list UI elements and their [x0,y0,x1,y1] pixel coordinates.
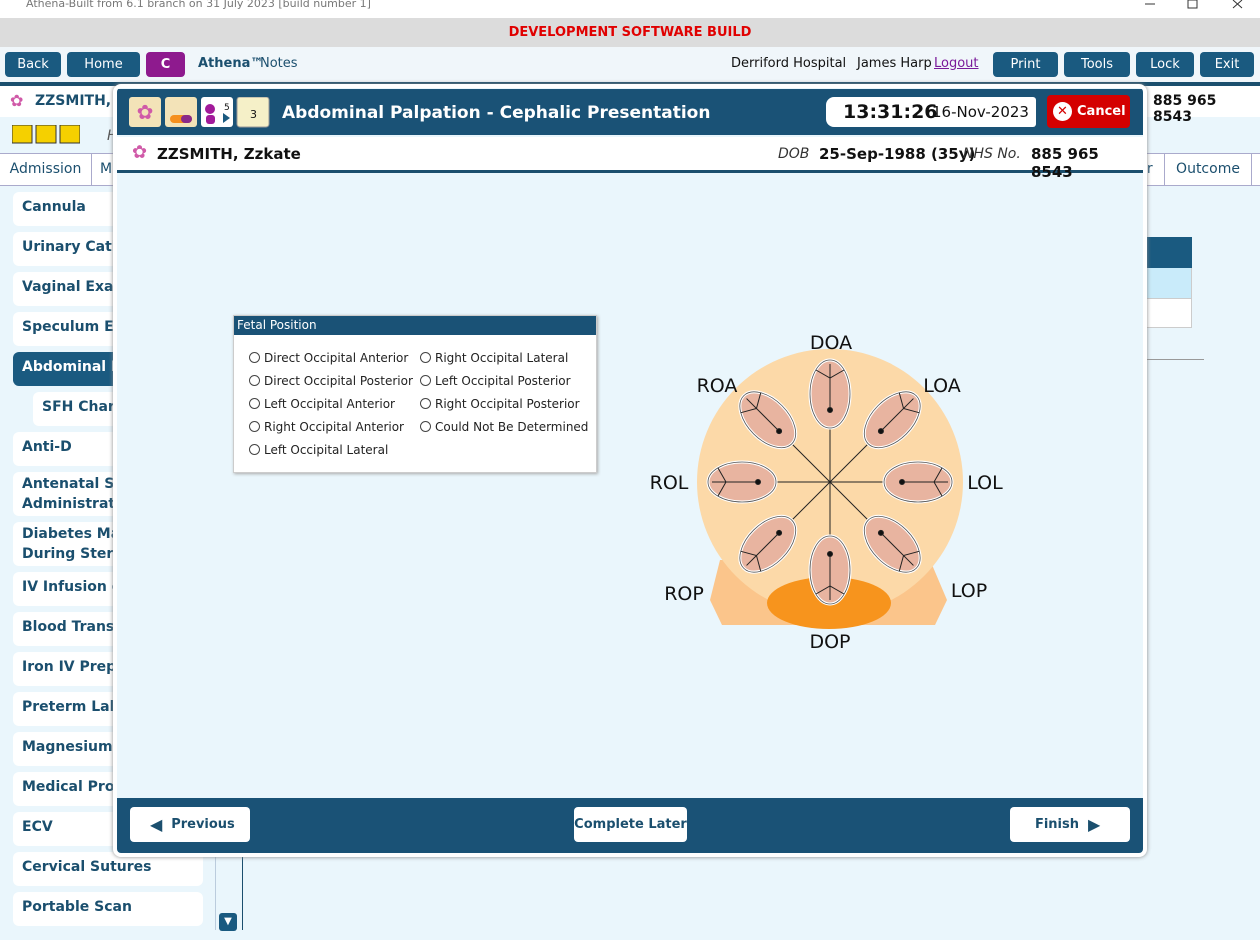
panel-title: Fetal Position [234,316,596,335]
clock: 13:31:26 16-Nov-2023 [826,97,1036,127]
radio-option[interactable]: Direct Occipital Posterior [249,374,413,388]
window-title-bar: Athena-Built from 6.1 branch on 31 July … [0,0,1260,18]
app-name: Athena™ [198,56,264,71]
radio-option[interactable]: Right Occipital Lateral [420,351,568,365]
patient-name: ZZSMITH, Z [35,93,127,109]
complete-later-button[interactable]: Complete Later [574,807,687,842]
radio-option[interactable]: Right Occipital Posterior [420,397,580,411]
fetal-head [829,481,922,574]
tab[interactable]: Outcome [1165,153,1252,186]
finish-label: Finish [1034,817,1080,832]
label-rop: ROP [664,583,704,605]
fetal-head [738,390,831,483]
home-button[interactable]: Home [67,52,140,77]
tab[interactable]: Admission [0,153,92,186]
icon-badge: 3 [250,108,257,121]
radio-option[interactable]: Right Occipital Anterior [249,420,404,434]
radio-option[interactable]: Left Occipital Anterior [249,397,395,411]
radio-option[interactable]: Could Not Be Determined [420,420,588,434]
nhs-number: 885 965 8543 [1031,145,1099,181]
label-loa: LOA [923,375,961,397]
status-icons [12,125,80,144]
finish-button[interactable]: Finish ▶ [1010,807,1130,842]
fetal-head [738,481,831,574]
lock-button[interactable]: Lock [1136,52,1194,77]
dialog: ✿ 5 3 Abdominal Palpation - Cephalic Pre… [113,84,1147,857]
label-lol: LOL [967,472,1003,494]
label-dop: DOP [809,631,850,653]
date: 16-Nov-2023 [932,103,1029,121]
c-button[interactable]: C [146,52,185,77]
tab[interactable]: M [100,161,113,177]
cancel-button[interactable]: ✕ Cancel [1047,95,1130,128]
label-rol: ROL [650,472,689,494]
flower-icon: ✿ [10,91,24,110]
hospital: Derriford Hospital [731,56,847,71]
radio-option[interactable]: Left Occipital Lateral [249,443,388,457]
user: James Harp [857,56,932,71]
nhs-label: NHS No. [963,146,1021,162]
menu-item[interactable]: Portable Scan [13,892,203,926]
previous-label: Previous [171,817,235,832]
bg-table-row [1140,268,1192,298]
sub-header: H [107,128,118,144]
menu-item[interactable]: Cervical Sutures [13,852,203,886]
dob: 25-Sep-1988 (35y) [819,145,976,163]
label-doa: DOA [810,332,852,354]
patient-name: ZZSMITH, Zzkate [157,145,301,163]
radio-option[interactable]: Left Occipital Posterior [420,374,571,388]
scroll-down[interactable]: ▼ [219,913,237,931]
icon-badge: 5 [224,103,230,113]
dob-label: DOB [778,146,810,162]
label-roa: ROA [697,375,738,397]
window-title: Athena-Built from 6.1 branch on 31 July … [26,0,371,10]
dialog-title: Abdominal Palpation - Cephalic Presentat… [282,103,711,123]
dialog-icons: ✿ 5 3 [129,97,270,128]
svg-text:✿: ✿ [137,100,154,124]
tools-button[interactable]: Tools [1064,52,1130,77]
previous-button[interactable]: ◀ Previous [130,807,250,842]
bg-line [1140,359,1204,360]
fetal-head [829,390,922,483]
fetal-head [830,460,954,504]
fetal-position-panel: Fetal Position Direct Occipital Anterior… [233,315,597,473]
app-section: Notes [260,56,298,71]
back-button[interactable]: Back [5,52,61,77]
fetal-head [706,460,830,504]
patient-nhs: 885 965 8543 [1153,93,1217,125]
dev-banner: DEVELOPMENT SOFTWARE BUILD [0,18,1260,47]
fetal-head [808,358,852,482]
window-controls[interactable] [1140,0,1260,18]
fetal-diagram: DOA ROA LOA ROL LOL ROP LOP DOP [650,332,1004,653]
logout-link[interactable]: Logout [934,56,979,71]
bg-table-header [1140,237,1192,268]
time: 13:31:26 [843,101,938,123]
label-lop: LOP [951,580,987,602]
print-button[interactable]: Print [993,52,1058,77]
radio-option[interactable]: Direct Occipital Anterior [249,351,408,365]
fetal-head [808,482,852,606]
dialog-patient-bar: ✿ ZZSMITH, Zzkate DOB 25-Sep-1988 (35y) … [117,137,1143,181]
bg-table-row [1140,298,1192,328]
exit-button[interactable]: Exit [1200,52,1254,77]
cancel-label: Cancel [1077,104,1126,119]
